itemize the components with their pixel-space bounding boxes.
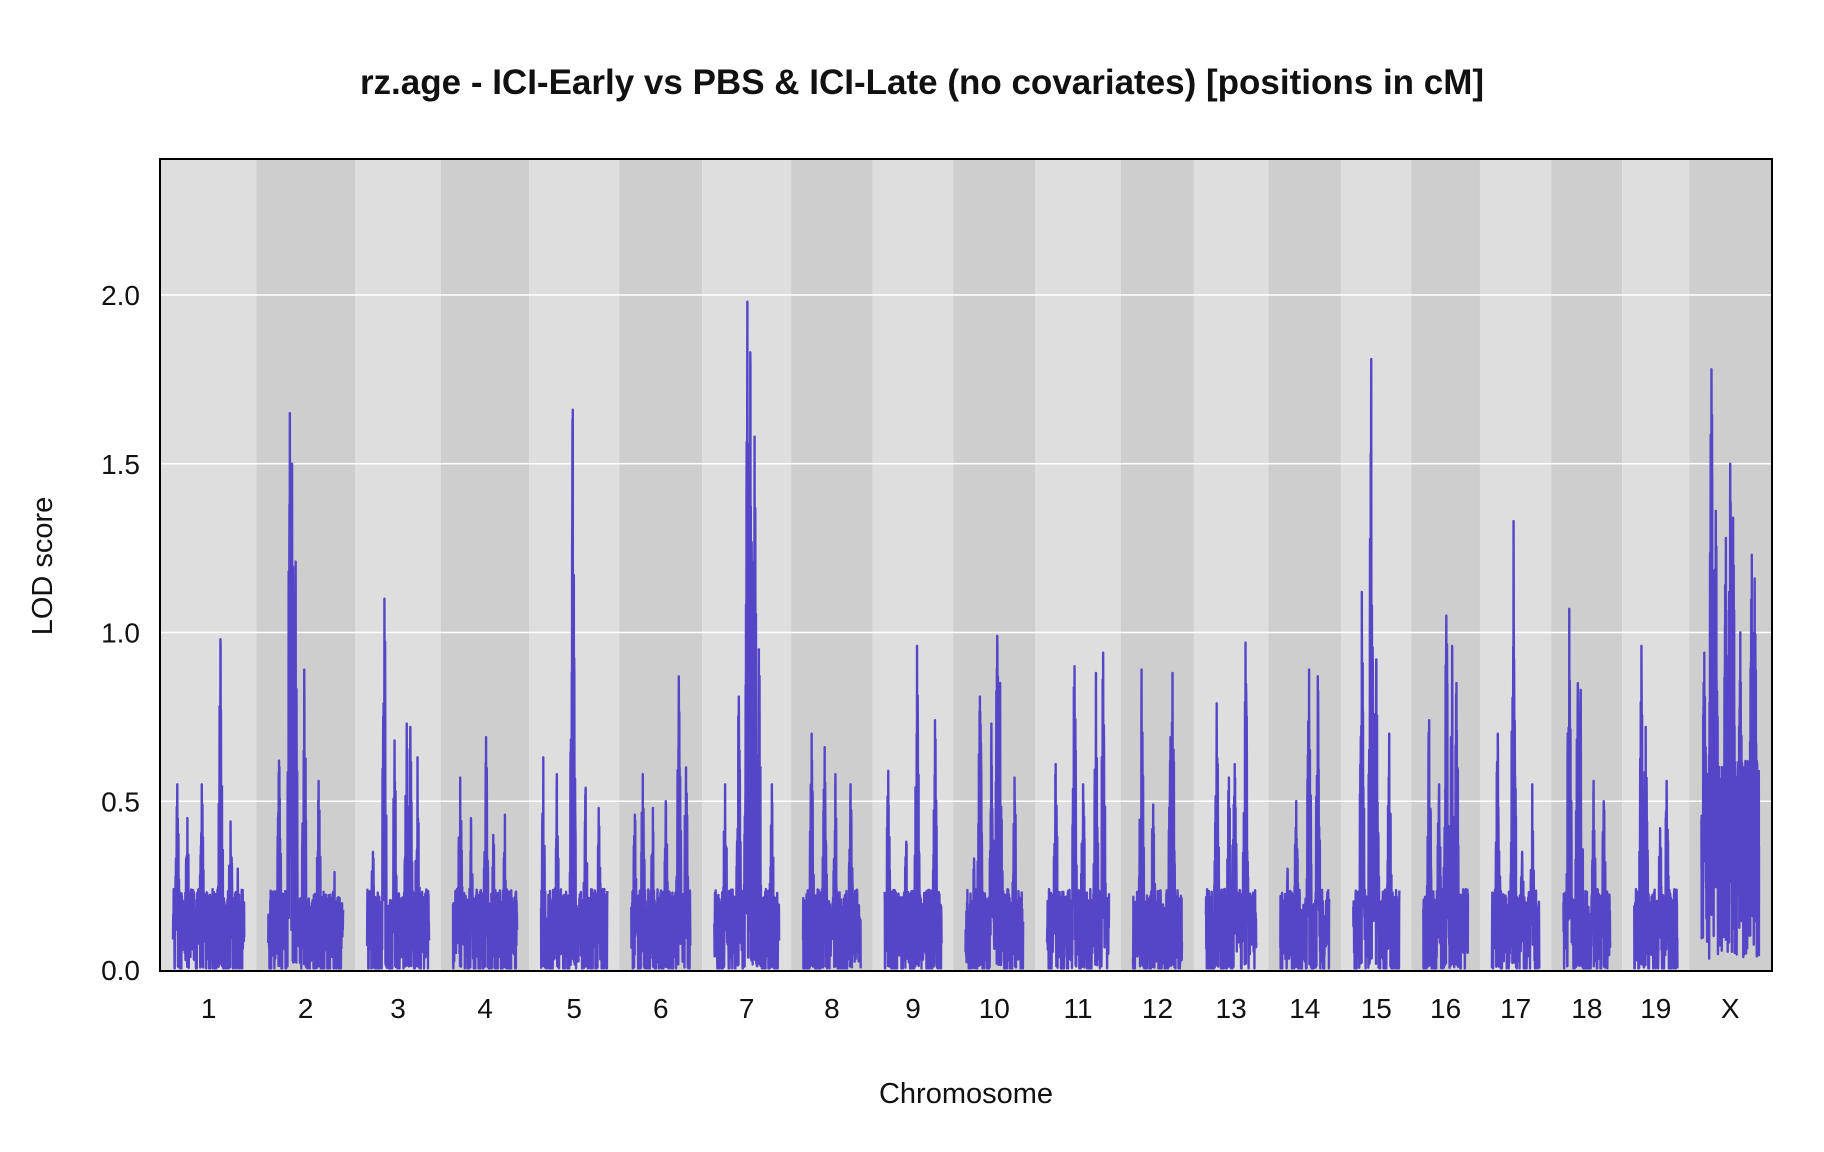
chromosome-band-9 [872,160,954,970]
x-tick-label-18: 18 [1571,993,1602,1024]
y-axis-ticks: 0.0 0.5 1.0 1.5 2.0 [101,280,140,986]
x-tick-label-19: 19 [1640,993,1671,1024]
horizontal-gridlines [161,294,1771,803]
x-tick-label-15: 15 [1361,993,1392,1024]
y-tick-label: 1.5 [101,449,140,480]
y-tick-label: 0.5 [101,786,140,817]
chromosome-band-12 [1120,160,1194,970]
lod-line-chr-x [1700,368,1761,960]
chromosome-band-18 [1551,160,1623,970]
y-axis-label: LOD score [27,497,59,636]
x-tick-label-12: 12 [1142,993,1173,1024]
chromosome-bands [161,160,1771,970]
lod-line-chr-19 [1633,644,1679,970]
lod-line-chr-14 [1279,668,1331,970]
chart-title: rz.age - ICI-Early vs PBS & ICI-Late (no… [360,63,1484,102]
lod-line-chr-7 [713,300,781,970]
x-axis-ticks: 1 2 3 4 5 6 7 8 9 10 11 12 13 14 15 16 17 18 19 X [201,993,1740,1024]
x-tick-label-x: X [1721,993,1740,1024]
chromosome-band-19 [1622,160,1690,970]
lod-line-chr-4 [451,735,519,970]
chromosome-band-11 [1035,160,1121,970]
x-tick-label-5: 5 [566,993,582,1024]
lod-line-chr-1 [171,638,246,970]
x-tick-label-10: 10 [979,993,1010,1024]
lod-line-chr-6 [630,675,692,970]
x-tick-label-7: 7 [739,993,755,1024]
lod-series [171,300,1761,970]
x-tick-label-3: 3 [390,993,406,1024]
x-tick-label-16: 16 [1430,993,1461,1024]
x-tick-label-8: 8 [824,993,840,1024]
lod-line-chr-2 [267,411,345,970]
plot-area [161,160,1771,970]
lod-line-chr-8 [801,732,862,970]
lod-line-chr-11 [1045,651,1111,970]
x-tick-label-4: 4 [477,993,493,1024]
y-tick-label: 0.0 [101,955,140,986]
x-axis-label: Chromosome [879,1078,1053,1110]
x-tick-label-11: 11 [1064,993,1093,1024]
lod-line-chr-3 [365,597,431,970]
lod-line-chr-13 [1204,641,1258,970]
chromosome-band-8 [791,160,873,970]
chromosome-band-3 [355,160,442,970]
lod-line-chr-9 [883,644,943,970]
lod-line-chr-15 [1352,357,1401,970]
lod-line-chr-12 [1131,668,1184,970]
y-tick-label: 1.0 [101,618,140,649]
x-tick-label-9: 9 [905,993,921,1024]
plot-frame [159,158,1773,972]
lod-line-chr-17 [1490,519,1541,970]
lod-line-chr-10 [964,634,1025,970]
chromosome-band-14 [1268,160,1342,970]
chromosome-band-6 [619,160,703,970]
x-tick-label-13: 13 [1216,993,1247,1024]
chromosome-band-1 [161,160,257,970]
x-tick-label-2: 2 [298,993,314,1024]
x-tick-label-14: 14 [1289,993,1320,1024]
x-tick-label-6: 6 [653,993,669,1024]
y-tick-label: 2.0 [101,280,140,311]
x-tick-label-1: 1 [201,993,217,1024]
x-tick-label-17: 17 [1500,993,1531,1024]
lod-line-chr-18 [1562,607,1612,970]
lod-line-chr-5 [539,408,609,970]
lod-line-chr-16 [1422,614,1470,970]
